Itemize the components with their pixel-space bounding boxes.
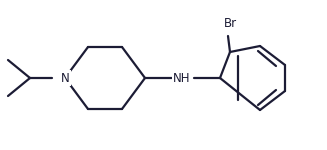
- Text: N: N: [60, 72, 69, 84]
- Text: Br: Br: [224, 17, 237, 30]
- Text: NH: NH: [173, 72, 191, 84]
